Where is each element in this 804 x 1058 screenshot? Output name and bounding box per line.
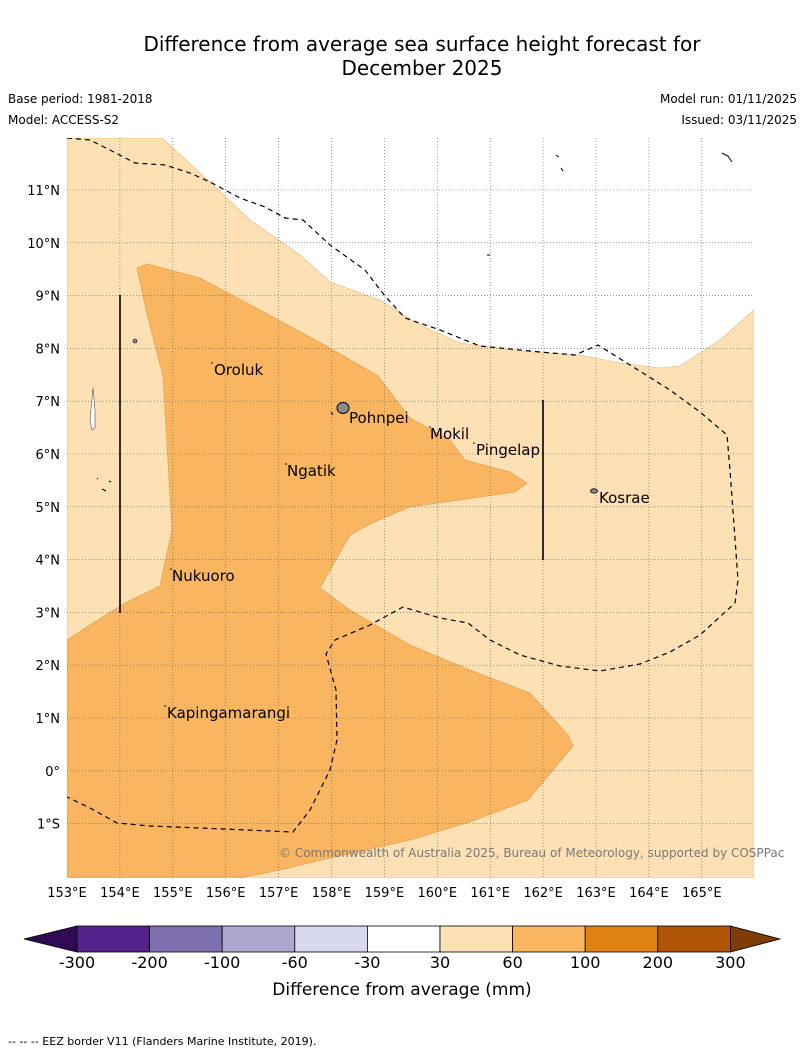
map-area [67, 138, 754, 878]
lat-label: 1°N [36, 712, 61, 727]
model-run: Model run: 01/11/2025 [659, 92, 797, 106]
lon-label: 160°E [418, 886, 458, 901]
colorbar-tick-label: 300 [715, 953, 746, 972]
lon-label: 162°E [523, 886, 563, 901]
kosrae-island [590, 488, 598, 494]
colorbar-tick-label: -100 [204, 953, 240, 972]
lon-label: 153°E [47, 886, 87, 901]
colorbar-tick-label: -200 [131, 953, 167, 972]
colorbar-bin [294, 925, 368, 953]
place-kapingamarangi: Kapingamarangi [167, 704, 290, 722]
place-pingelap: Pingelap [476, 441, 540, 459]
atoll-outline [89, 387, 96, 431]
colorbar-bin [149, 925, 223, 953]
lat-label: 7°N [36, 395, 61, 410]
map-title: Difference from average sea surface heig… [0, 32, 804, 80]
lat-label: 5°N [36, 501, 61, 516]
place-pohnpei: Pohnpei [349, 409, 409, 427]
lon-label: 161°E [470, 886, 510, 901]
lat-label: 8°N [36, 342, 61, 357]
colorbar-bin [439, 925, 513, 953]
lat-label: 4°N [36, 554, 61, 569]
colorbar-extend-low [23, 925, 78, 953]
islands [89, 152, 733, 494]
small-island [132, 338, 138, 344]
place-kosrae: Kosrae [599, 489, 650, 507]
lat-label: 3°N [36, 606, 61, 621]
colorbar-bin [657, 925, 731, 953]
colorbar-bin [76, 925, 150, 953]
colorbar-tick-label: 100 [570, 953, 601, 972]
colorbar-label: Difference from average (mm) [272, 980, 531, 1000]
lat-label: 2°N [36, 659, 61, 674]
base-period: Base period: 1981-2018 [8, 92, 153, 106]
lon-label: 159°E [365, 886, 405, 901]
eez-legend: -- -- -- EEZ border V11 (Flanders Marine… [8, 1035, 317, 1048]
title-line-1: Difference from average sea surface heig… [143, 32, 701, 56]
colorbar-bin [221, 925, 296, 953]
latitude-labels: 11°N 10°N 9°N 8°N 7°N 6°N 5°N 4°N 3°N 2°N 1°N 0° 1°S [27, 184, 60, 833]
lon-label: 157°E [259, 886, 299, 901]
place-labels: Oroluk Pohnpei Mokil Pingelap Ngatik Kos… [164, 361, 650, 722]
lat-label: 11°N [27, 184, 60, 199]
colorbar-tick-label: -300 [59, 953, 95, 972]
place-oroluk: Oroluk [214, 361, 263, 379]
lon-label: 164°E [629, 886, 669, 901]
place-ngatik: Ngatik [287, 462, 336, 480]
longitude-labels: 153°E 154°E 155°E 156°E 157°E 158°E 159°E 160°E… [47, 886, 721, 901]
colorbar: -300 -200 -100 -60 -30 30 60 100 200 300 Differen… [23, 925, 782, 1000]
issued-date: Issued: 03/11/2025 [681, 113, 797, 127]
colorbar-bin [584, 925, 659, 953]
model-name: Model: ACCESS-S2 [8, 113, 120, 127]
lat-label: 1°S [37, 818, 60, 833]
lat-label: 9°N [36, 290, 61, 305]
copyright-notice: © Commonwealth of Australia 2025, Bureau… [279, 846, 784, 860]
lon-label: 163°E [576, 886, 616, 901]
lon-label: 165°E [682, 886, 722, 901]
lon-label: 155°E [153, 886, 193, 901]
colorbar-tick-label: -60 [282, 953, 308, 972]
pohnpei-island [336, 402, 350, 414]
lat-label: 6°N [36, 448, 61, 463]
lon-label: 154°E [100, 886, 140, 901]
colorbar-tick-label: 60 [502, 953, 522, 972]
colorbar-extend-high [730, 925, 782, 953]
eez-border [67, 138, 739, 833]
colorbar-tick-label: -30 [354, 953, 380, 972]
colorbar-tick-label: 200 [643, 953, 674, 972]
colorbar-bin [366, 925, 441, 953]
place-nukuoro: Nukuoro [172, 567, 235, 585]
anomaly-band-60-100 [67, 263, 574, 878]
lat-label: 10°N [27, 237, 60, 252]
place-mokil: Mokil [430, 425, 469, 443]
lat-label: 0° [45, 765, 60, 780]
title-line-2: December 2025 [341, 56, 503, 80]
lon-label: 156°E [206, 886, 246, 901]
colorbar-tick-label: 30 [430, 953, 450, 972]
lon-label: 158°E [312, 886, 352, 901]
colorbar-bin [512, 925, 586, 953]
